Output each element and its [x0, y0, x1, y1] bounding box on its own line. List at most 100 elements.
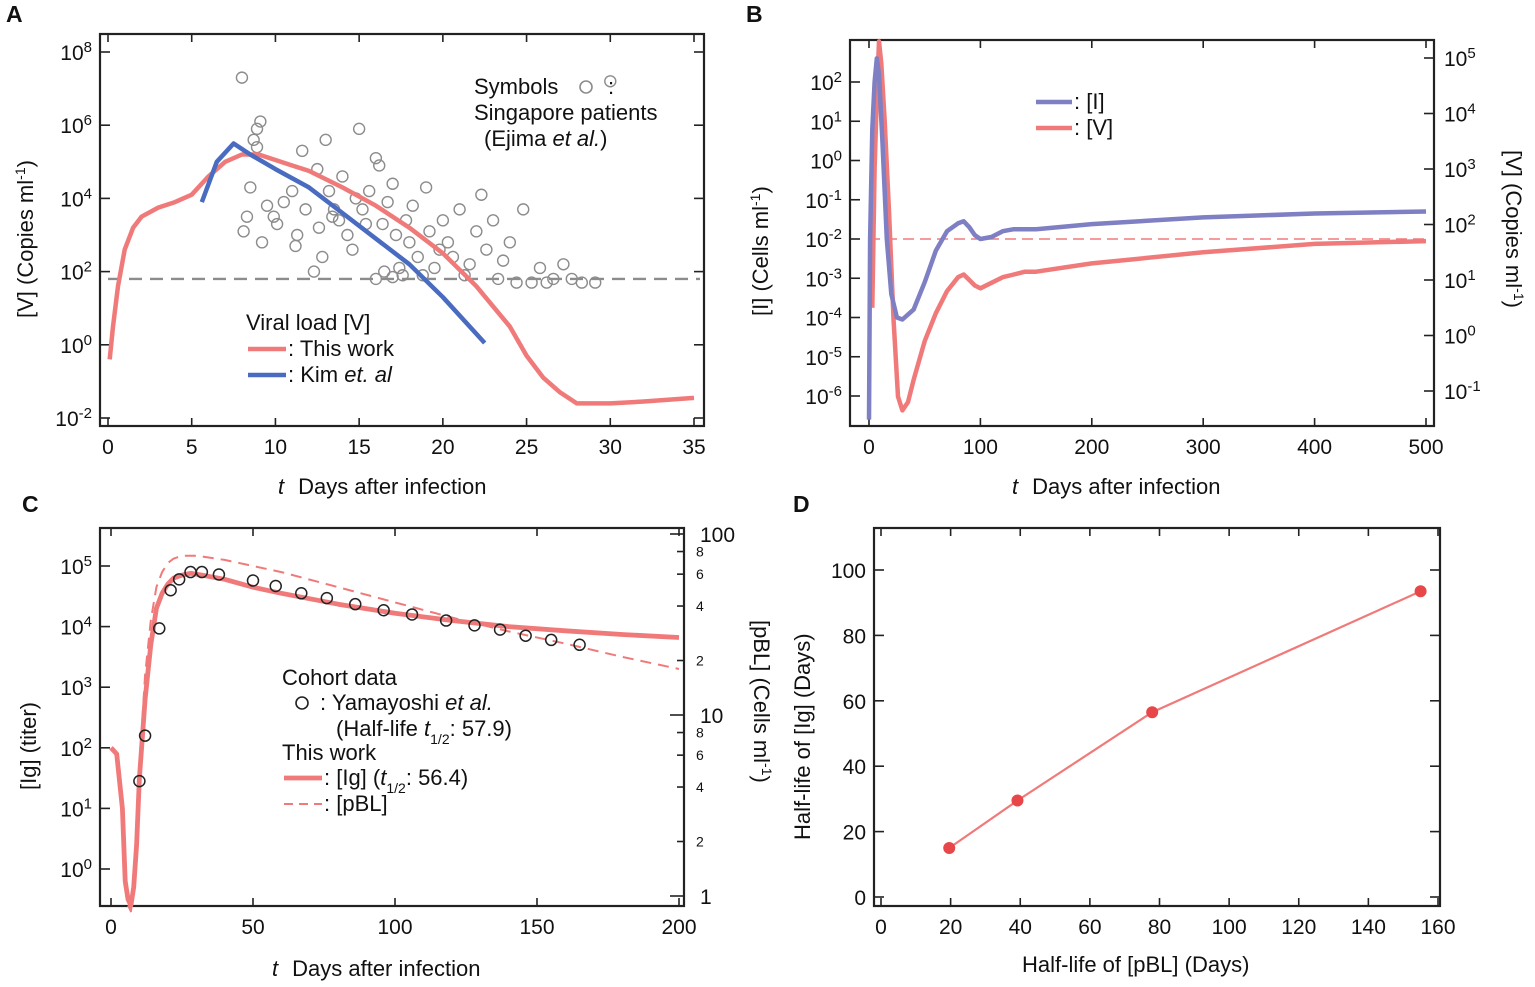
- panel-c-ytick-left-label: 103: [60, 674, 92, 701]
- panel-a-scatter-point: [480, 243, 493, 256]
- panel-d-ytick-label: 20: [843, 822, 866, 845]
- panel-a-scatter-point: [517, 203, 530, 216]
- panel-c-scatter-point: [519, 629, 532, 642]
- panel-d-xtick-label: 120: [1281, 916, 1316, 939]
- panel-b-legend-v: : [V]: [1074, 115, 1113, 140]
- panel-a-scatter-point: [270, 217, 284, 231]
- panel-b-xtick-label: 0: [863, 436, 875, 459]
- panel-c-ylabel-left: [Ig] (titer): [16, 702, 41, 790]
- panel-a-scatter-point: [312, 221, 326, 234]
- panel-d-frame: [872, 526, 1442, 908]
- panel-d-data-point: [1146, 706, 1159, 719]
- panel-a-scatter-point: [376, 217, 389, 231]
- panel-b-xtick-label: 100: [963, 436, 998, 459]
- panel-a-scatter-point: [406, 199, 419, 212]
- panel-a-scatter-point: [433, 243, 446, 256]
- panel-a-xtick-label: 20: [431, 436, 454, 459]
- panel-a-ytick-label: 104: [60, 185, 92, 212]
- panel-c-scatter-point: [544, 633, 558, 647]
- panel-b-ytick-right-label: 105: [1444, 45, 1476, 72]
- panel-a-scatter-point: [389, 228, 403, 242]
- panel-c-series-ig: [109, 570, 680, 908]
- panel-c-ytick-left-label: 104: [60, 613, 92, 640]
- panel-c-ytick-right-label: 10: [700, 705, 723, 728]
- panel-a-scatter-point: [326, 210, 339, 223]
- panel-a-scatter-point: [296, 144, 309, 158]
- panel-a-scatter-point: [237, 225, 250, 238]
- panel-c-ytick-right-minor-label: 6: [696, 747, 704, 763]
- panel-c-scatter-point: [164, 583, 177, 597]
- panel-a-scatter-point: [247, 133, 260, 147]
- panel-d-ytick-label: 0: [854, 887, 866, 910]
- panel-a-ytick-label: 106: [60, 112, 92, 139]
- panel-a-annotation-line3: (Ejima et al.): [484, 126, 607, 151]
- panel-c-scatter-point: [212, 568, 226, 581]
- panel-b-frame: [848, 38, 1436, 428]
- panel-c-scatter-point: [439, 614, 453, 627]
- panel-c-legend-ig: : [Ig] (t1/2: 56.4): [324, 765, 468, 796]
- panel-a-annotation-line1: Symbols: [474, 74, 558, 99]
- panel-c-legend-symbol: [295, 696, 309, 710]
- panel-a-scatter-point: [356, 203, 369, 216]
- panel-d-series-line: [948, 590, 1422, 849]
- panel-a-scatter-point: [557, 258, 570, 271]
- panel-d-xtick-label: 40: [1009, 916, 1032, 939]
- panel-c-scatter-point: [269, 579, 282, 593]
- panel-letter-d: D: [793, 491, 810, 517]
- panel-b-xtick-label: 400: [1297, 436, 1332, 459]
- panel-d-chart: 0 20 40 60 80 100 120 140 160 0 20 40 60 80 100 Half-…: [790, 526, 1456, 977]
- panel-a-scatter-point: [352, 122, 366, 136]
- panel-a-scatter-point: [341, 228, 354, 242]
- panel-a-scatter-point: [470, 225, 483, 238]
- panel-letter-b: B: [746, 1, 763, 27]
- panel-a-scatter-point: [254, 115, 267, 128]
- panel-c-ytick-right-minor-label: 8: [696, 725, 704, 741]
- panel-b-ytick-left-label: 10-4: [805, 304, 842, 331]
- panel-c-xtick-label: 50: [241, 916, 264, 939]
- panel-c-ytick-right-minor-label: 2: [696, 653, 704, 669]
- panel-a-scatter-point: [267, 210, 280, 223]
- panel-a-scatter-point: [369, 272, 383, 286]
- panel-d-xtick-label: 160: [1420, 916, 1455, 939]
- panel-c-legend-cohort-entry: : Yamayoshi et al.: [320, 690, 493, 715]
- panel-a-legend-kim: : Kim et. al: [288, 362, 393, 387]
- panel-a-scatter-point: [299, 203, 312, 216]
- panel-a-scatter-point: [277, 195, 290, 209]
- panel-d-xtick-label: 60: [1078, 916, 1101, 939]
- panel-c-legend-pbl: : [pBL]: [324, 791, 388, 816]
- panel-c-scatter-point: [195, 565, 209, 579]
- panel-b-ytick-left-label: 10-3: [805, 265, 842, 292]
- panel-a-scatter-point: [332, 214, 346, 227]
- panel-b-ytick-right-label: 102: [1444, 211, 1476, 238]
- panel-c-frame: [98, 526, 686, 908]
- panel-c-legend-cohort-title: Cohort data: [282, 665, 398, 690]
- panel-c-xlabel: t Days after infection: [272, 956, 480, 981]
- panel-a-scatter-point: [533, 261, 547, 275]
- panel-a-scatter-point: [423, 225, 436, 238]
- panel-a-xlabel: t Days after infection: [278, 474, 486, 499]
- panel-b-xtick-label: 200: [1074, 436, 1109, 459]
- panel-a-scatter-point: [486, 214, 500, 227]
- panel-letter-a: A: [6, 1, 23, 27]
- panel-a-scatter-point: [290, 228, 304, 242]
- panel-b-ytick-right-label: 101: [1444, 267, 1476, 294]
- panel-a-chart: 0 5 10 15 20 25 30 35 10-2 100 102 104 106 108 Symbo…: [12, 32, 706, 499]
- panel-a-scatter-point: [475, 188, 488, 201]
- panel-c-scatter-point: [405, 608, 419, 621]
- panel-d-xtick-label: 20: [939, 916, 962, 939]
- panel-b-ytick-right-label: 104: [1444, 100, 1476, 127]
- panel-a-scatter-point: [419, 181, 433, 194]
- panel-a-scatter-point: [575, 276, 589, 289]
- panel-a-xtick-label: 35: [682, 436, 705, 459]
- panel-a-scatter-point: [496, 254, 510, 267]
- panel-a-ytick-label: 108: [60, 39, 92, 66]
- panel-a-scatter-point: [589, 276, 602, 289]
- panel-a-scatter-point: [369, 151, 383, 165]
- panel-c-scatter-point: [133, 774, 146, 788]
- panel-d-xlabel: Half-life of [pBL] (Days): [1022, 952, 1249, 977]
- panel-a-scatter-point: [362, 184, 376, 198]
- panel-a-legend-title: Viral load [V]: [246, 310, 370, 335]
- panel-c-scatter-point: [493, 623, 507, 636]
- panel-a-scatter-point: [316, 250, 329, 264]
